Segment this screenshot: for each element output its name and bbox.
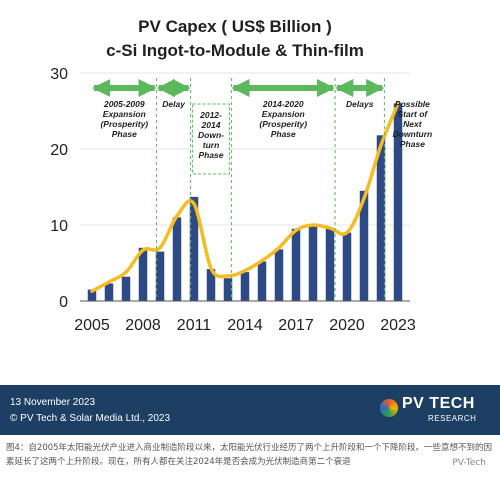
- phase-label: 2012-2014 Down-turn Phase: [198, 110, 224, 160]
- phase-label-line: (Prosperity): [259, 119, 307, 129]
- bar: [359, 190, 369, 301]
- bar: [121, 276, 131, 301]
- gridlines: [80, 72, 410, 226]
- phase-label-line: Phase: [271, 129, 296, 139]
- caption-text: 图4：自2005年太阳能光伏产业进入商业制造阶段以来，太阳能光伏行业经历了两个上…: [6, 443, 493, 467]
- bar: [325, 228, 335, 301]
- y-tick-label: 20: [50, 142, 68, 159]
- phase-label-line: 2012-: [199, 110, 222, 120]
- phase-label-line: Phase: [400, 139, 425, 149]
- logo-sub-text: RESEARCH: [428, 414, 477, 423]
- chart-subtitle: c-Si Ingot-to-Module & Thin-film: [106, 41, 364, 60]
- bar: [257, 261, 267, 301]
- phase-label-line: Next: [403, 119, 423, 129]
- phase-label-line: (Prosperity): [100, 119, 148, 129]
- logo-main-text: PV TECH: [402, 395, 475, 412]
- bar: [172, 217, 182, 301]
- phase-label-line: Start of: [398, 109, 429, 119]
- bar: [342, 232, 352, 301]
- bar: [308, 225, 318, 301]
- chart-svg: PV Capex ( US$ Billion ) c-Si Ingot-to-M…: [50, 17, 433, 334]
- downturn-box: [192, 103, 230, 175]
- x-tick-label: 2008: [125, 317, 161, 334]
- bar: [138, 247, 148, 301]
- watermark: PV-Tech: [452, 458, 486, 468]
- chart-title: PV Capex ( US$ Billion ): [138, 17, 332, 36]
- phase-label-line: turn: [203, 140, 220, 150]
- x-tick-label: 2011: [177, 317, 212, 334]
- pv-tech-logo: PV TECH RESEARCH: [380, 393, 490, 427]
- phase-label-line: Expansion: [262, 109, 305, 119]
- bar: [206, 269, 216, 301]
- bar: [155, 251, 165, 301]
- trend-curve: [90, 101, 400, 293]
- logo-circle-icon: [380, 399, 398, 417]
- phase-label-line: Phase: [198, 150, 223, 160]
- bar: [376, 135, 386, 301]
- phase-label-line: Downturn: [393, 129, 433, 139]
- phase-label-line: 2005-2009: [103, 99, 145, 109]
- trend-line: [90, 101, 400, 293]
- phase-annotations: 2005-2009 Expansion (Prosperity) PhaseDelay…: [92, 78, 433, 298]
- bar: [240, 272, 250, 301]
- y-tick-label: 10: [50, 218, 68, 235]
- phase-label-line: Phase: [112, 129, 137, 139]
- bar: [104, 283, 114, 301]
- bar: [87, 289, 97, 301]
- x-tick-label: 2023: [380, 317, 416, 334]
- phase-label-line: 2014-2020: [262, 99, 304, 109]
- x-tick-label: 2005: [74, 317, 110, 334]
- bar: [393, 103, 403, 302]
- phase-label-line: Delays: [346, 99, 374, 109]
- axes: 0 10 20 30 2005 2008 2011 2014 2017 2020 2023: [50, 66, 416, 334]
- footer-date: 13 November 2023: [10, 397, 96, 408]
- phase-label-line: 2014: [201, 120, 221, 130]
- footer-band: 13 November 2023 © PV Tech & Solar Media…: [0, 385, 500, 435]
- bar: [274, 249, 284, 301]
- x-tick-label: 2014: [227, 317, 263, 334]
- footer-copyright: © PV Tech & Solar Media Ltd., 2023: [10, 413, 171, 424]
- phase-label: 2005-2009 Expansion (Prosperity) Phase: [100, 99, 148, 139]
- y-tick-label: 30: [50, 66, 68, 83]
- phase-label: Possible Start of Next Downturn Phase: [393, 99, 433, 149]
- x-tick-label: 2020: [329, 317, 365, 334]
- bar: [189, 196, 199, 301]
- phase-label-line: Delay: [162, 99, 186, 109]
- phase-label-line: Expansion: [103, 109, 146, 119]
- phase-label-line: Down-: [198, 130, 224, 140]
- bar: [291, 228, 301, 301]
- x-tick-label: 2017: [278, 317, 314, 334]
- bar: [223, 278, 233, 301]
- phase-label-line: Possible: [395, 99, 430, 109]
- bars: [87, 103, 403, 302]
- phase-label: Delay: [162, 99, 186, 109]
- chart-area: PV Capex ( US$ Billion ) c-Si Ingot-to-M…: [50, 17, 433, 334]
- y-tick-label: 0: [59, 294, 68, 311]
- phase-label: Delays: [346, 99, 374, 109]
- phase-label: 2014-2020 Expansion (Prosperity) Phase: [259, 99, 307, 139]
